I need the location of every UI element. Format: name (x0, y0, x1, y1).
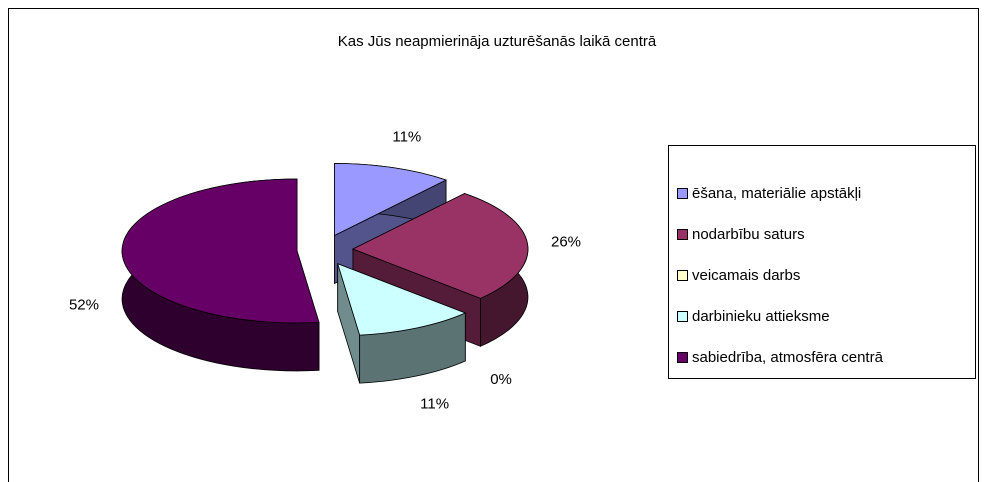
data-label: 52% (69, 296, 99, 313)
legend-swatch (677, 229, 688, 240)
data-label: 0% (490, 371, 512, 388)
legend-label: veicamais darbs (692, 267, 800, 284)
data-label: 26% (551, 233, 581, 250)
legend-box (668, 145, 976, 379)
slice (334, 163, 448, 237)
legend-label: darbinieku attieksme (692, 308, 830, 325)
chart-border (8, 8, 979, 482)
slice (351, 193, 529, 299)
legend-swatch (677, 270, 688, 281)
legend-label: ēšana, materiālie apstākļi (692, 185, 861, 202)
legend-label: nodarbību saturs (692, 226, 805, 243)
data-label: 11% (392, 128, 421, 145)
legend-swatch (677, 311, 688, 322)
slice (121, 178, 320, 324)
legend-swatch (677, 352, 688, 363)
legend-label: sabiedrība, atmosfēra centrā (692, 349, 884, 366)
chart-title: Kas Jūs neapmierināja uzturēšanās laikā … (338, 33, 657, 50)
legend-swatch (677, 188, 688, 199)
data-label: 11% (420, 396, 449, 413)
slice (337, 263, 467, 336)
